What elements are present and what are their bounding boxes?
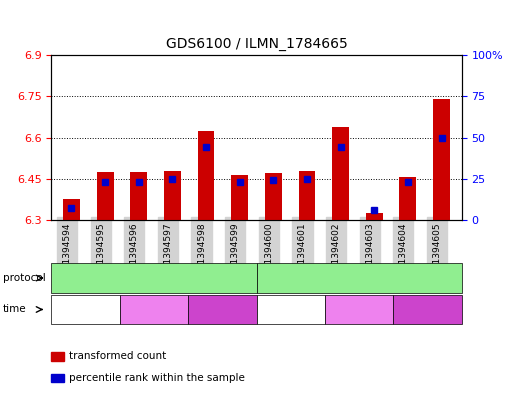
- Bar: [198, 130, 214, 220]
- Text: scrambled transfected: scrambled transfected: [300, 273, 418, 283]
- Bar: [51, 352, 64, 361]
- Text: protocol: protocol: [3, 273, 45, 283]
- Text: hour 36: hour 36: [202, 305, 243, 314]
- Bar: [433, 99, 450, 220]
- Text: percentile rank within the sample: percentile rank within the sample: [69, 373, 245, 383]
- Text: transformed count: transformed count: [69, 351, 167, 362]
- Bar: [51, 374, 64, 382]
- Title: GDS6100 / ILMN_1784665: GDS6100 / ILMN_1784665: [166, 37, 347, 51]
- Text: hour 24: hour 24: [339, 305, 379, 314]
- Text: hour 36: hour 36: [407, 305, 448, 314]
- Text: hour 12: hour 12: [270, 305, 311, 314]
- Text: hour 12: hour 12: [65, 305, 106, 314]
- Bar: [265, 173, 282, 220]
- Text: hour 24: hour 24: [134, 305, 174, 314]
- Bar: [130, 172, 147, 220]
- Text: time: time: [3, 305, 26, 314]
- Text: miRNA135b transfected: miRNA135b transfected: [91, 273, 216, 283]
- Bar: [332, 127, 349, 220]
- Bar: [400, 177, 416, 220]
- Bar: [63, 199, 80, 220]
- Bar: [164, 171, 181, 220]
- Bar: [97, 172, 113, 220]
- Bar: [299, 171, 315, 220]
- Bar: [231, 174, 248, 220]
- Bar: [366, 213, 383, 220]
